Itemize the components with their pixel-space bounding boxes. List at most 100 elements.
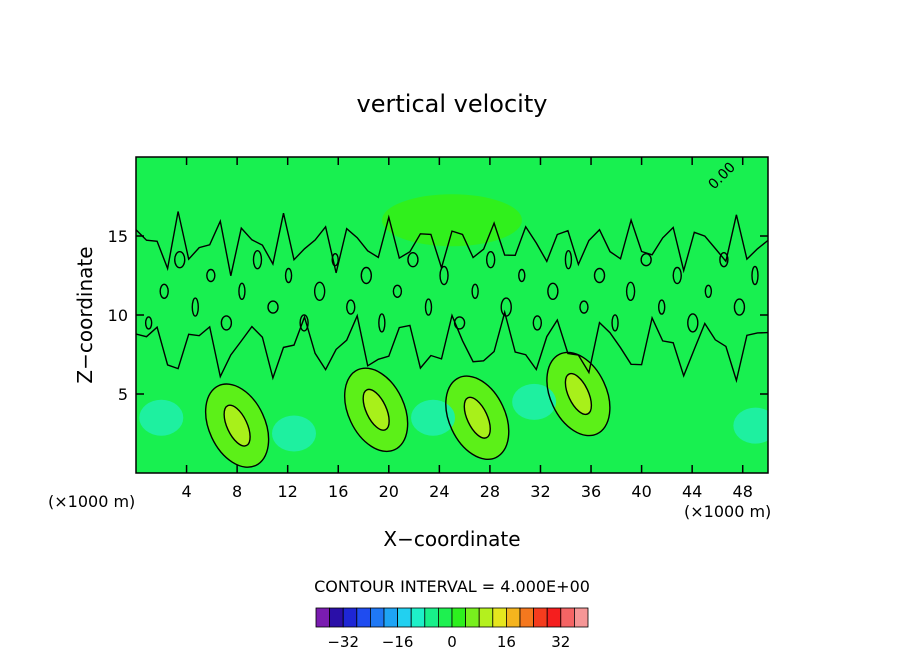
colorbar-tick-label: 32 — [551, 633, 570, 651]
y-tick-label: 15 — [108, 227, 128, 246]
contour-interval-label: CONTOUR INTERVAL = 4.000E+00 — [314, 577, 590, 596]
contour-line — [453, 316, 466, 330]
colorbar-swatch — [560, 607, 575, 628]
colorbar-swatch — [410, 607, 426, 628]
negative-region — [512, 383, 557, 420]
x-tick-label: 20 — [379, 482, 399, 501]
colorbar-tick-label: −16 — [382, 633, 414, 651]
x-tick-label: 4 — [181, 482, 191, 501]
colorbar-swatch — [356, 607, 371, 628]
contour-line — [424, 298, 433, 316]
contour-line — [564, 372, 593, 416]
positive-core — [224, 405, 251, 446]
colorbar-swatch — [574, 607, 589, 628]
negative-region — [272, 415, 316, 452]
contour-line — [284, 267, 293, 284]
x-tick-label: 40 — [631, 482, 651, 501]
colorbar-swatch — [505, 607, 521, 628]
y-tick-label: 5 — [118, 385, 128, 404]
contour-line — [238, 282, 246, 300]
x-unit-right: (×1000 m) — [684, 502, 771, 521]
y-axis: 5 10 15 — [108, 227, 768, 404]
contour-line — [518, 268, 526, 283]
colorbar-swatch — [451, 607, 467, 628]
contour-line — [611, 314, 619, 332]
contour-line — [407, 252, 419, 268]
negative-region — [411, 399, 456, 436]
colorbar-swatch — [437, 607, 453, 628]
contour-line — [331, 253, 339, 267]
contour-line — [252, 250, 263, 270]
x-tick-label: 48 — [733, 482, 753, 501]
colorbar-swatch — [369, 607, 385, 628]
contour-line — [299, 314, 309, 332]
negative-region — [139, 399, 184, 436]
contour-line — [463, 396, 491, 439]
colorbar-swatch — [465, 607, 480, 628]
positive-core — [464, 397, 491, 439]
contour-line — [687, 313, 699, 333]
y-axis-label: Z−coordinate — [73, 246, 97, 383]
contour-line — [206, 268, 216, 283]
contour-line — [751, 265, 759, 286]
contour-line — [445, 375, 510, 460]
colorbar-swatch — [397, 607, 412, 628]
colorbar-swatch — [519, 607, 535, 628]
contour-line — [223, 404, 251, 447]
contour-line — [719, 252, 729, 268]
colorbar-swatch — [315, 607, 331, 628]
contour-line — [136, 309, 768, 384]
colorbar-swatch — [533, 607, 548, 628]
x-tick-label: 32 — [530, 482, 550, 501]
colorbar-swatch — [329, 607, 344, 628]
positive-core — [363, 389, 390, 431]
contour-line — [362, 388, 390, 431]
contour-line — [471, 283, 479, 299]
x-tick-label: 12 — [278, 482, 298, 501]
colorbar-swatch — [546, 607, 562, 628]
contour-line — [547, 282, 559, 300]
contour-line — [267, 300, 279, 314]
chart-title: vertical velocity — [357, 90, 548, 118]
x-tick-label: 36 — [581, 482, 601, 501]
contour-line — [500, 297, 512, 317]
contour-line — [579, 300, 589, 314]
colorbar-swatch — [383, 607, 399, 628]
x-tick-label: 28 — [480, 482, 500, 501]
contour-line — [672, 266, 682, 285]
contour-lines — [136, 211, 768, 468]
x-axis-label: X−coordinate — [383, 527, 520, 551]
contour-line — [564, 250, 573, 270]
colorbar-swatch — [492, 607, 507, 628]
contour-line — [392, 284, 403, 298]
contour-line — [439, 265, 449, 286]
colorbar-swatch — [424, 607, 439, 628]
contour-line — [485, 251, 496, 269]
contour-line — [174, 251, 186, 269]
y-tick-label: 10 — [108, 306, 128, 325]
plot-area — [136, 157, 768, 473]
contour-line — [191, 297, 199, 317]
contour-fields — [139, 194, 768, 468]
positive-core — [565, 373, 592, 415]
contour-line — [313, 281, 326, 301]
contour-line — [136, 211, 768, 276]
contour-line — [360, 266, 373, 285]
colorbar-tick-label: 16 — [497, 633, 516, 651]
contour-line — [733, 298, 746, 316]
negative-region — [733, 407, 768, 444]
contour-line — [625, 281, 636, 301]
contour-line — [144, 316, 153, 330]
colorbar-tick-label: −32 — [327, 633, 359, 651]
contour-line — [657, 299, 666, 315]
contour-line — [343, 367, 409, 453]
contour-line — [532, 315, 543, 331]
colorbar: −32 −16 0 16 32 — [315, 607, 589, 651]
contour-line — [378, 313, 386, 333]
contour-line — [640, 253, 652, 267]
contour-line — [546, 351, 611, 437]
x-tick-label: 16 — [328, 482, 348, 501]
x-axis: 4 8 12 16 20 24 28 32 36 40 44 48 — [181, 157, 753, 501]
x-tick-label: 8 — [232, 482, 242, 501]
